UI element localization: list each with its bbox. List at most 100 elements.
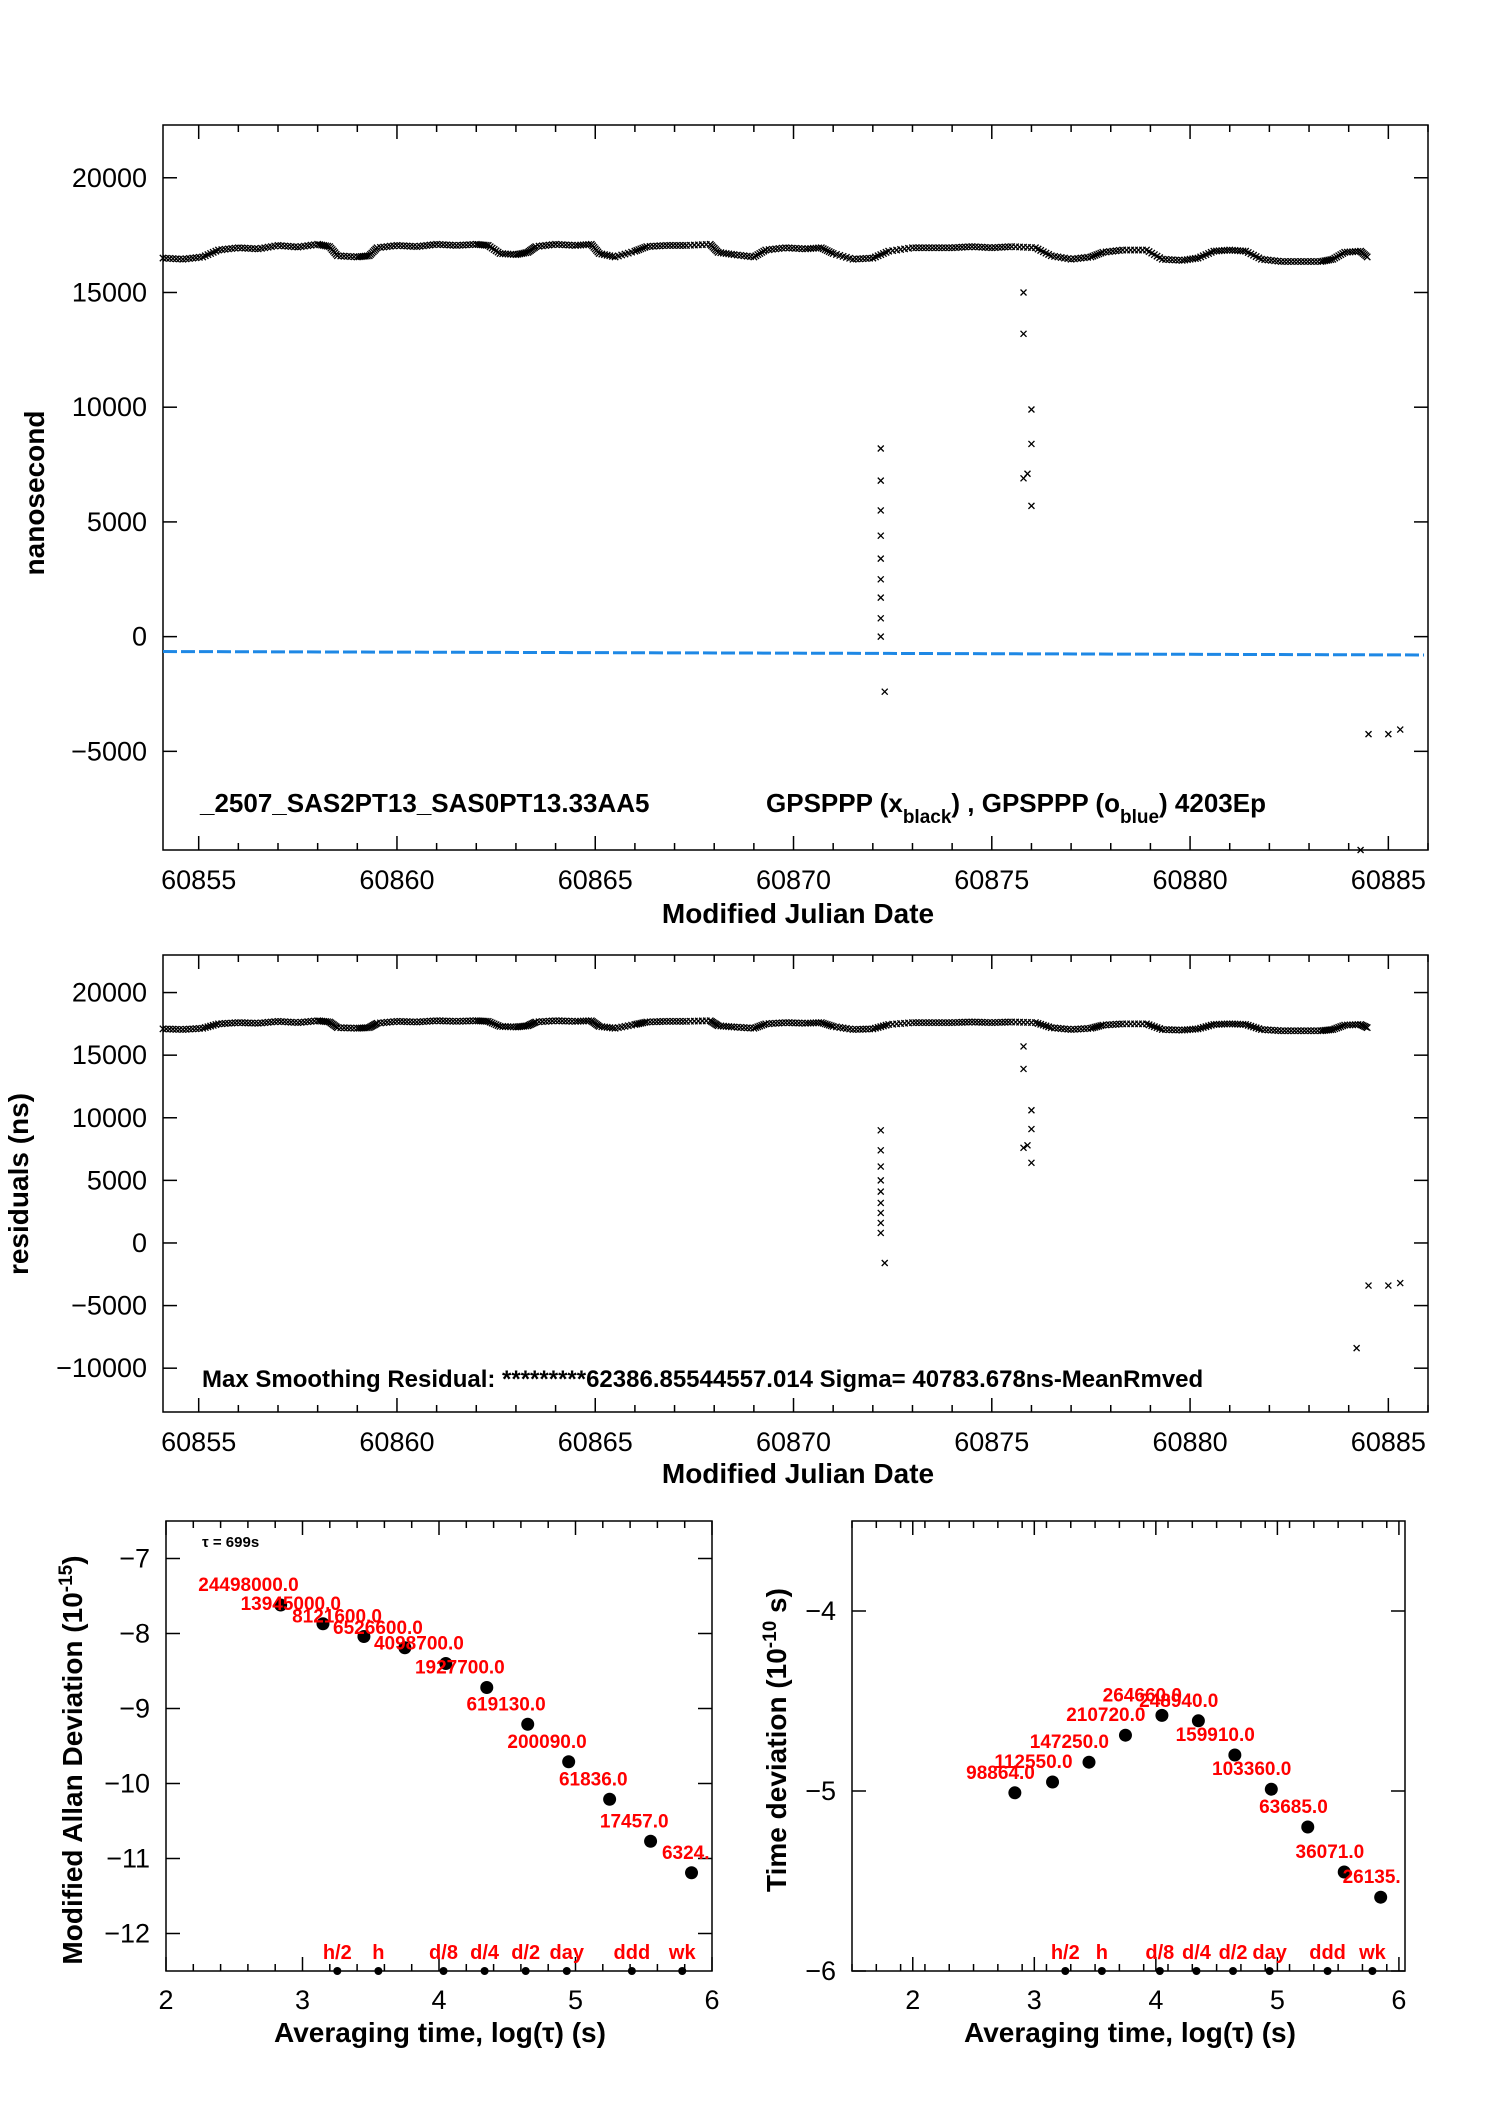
data-point [1020,1065,1027,1073]
marker-label: ddd [1309,1942,1346,1964]
data-point [994,1018,1003,1027]
panel4-ylabel: Time deviation (10-10 s) [760,1588,793,1892]
data-point [1020,289,1027,296]
data-point [798,1019,806,1027]
data-point [165,1025,174,1033]
data-label: 36071.0 [1296,1842,1365,1863]
data-point [598,250,606,258]
data-point [877,614,885,622]
marker-dot [1097,1967,1106,1975]
marker-dot [1229,1967,1238,1975]
data-point [965,1018,973,1026]
marker-label: d/8 [1145,1942,1174,1964]
data-point [922,1018,930,1027]
data-point [337,1024,345,1032]
data-point [162,1025,170,1033]
data-point [908,244,917,252]
data-point [785,1019,793,1027]
data-label: 8121600.0 [292,1607,382,1628]
data-point [1300,257,1309,266]
x-tick-label: 60865 [558,865,633,895]
data-label: 248940.0 [1139,1691,1218,1712]
data-point [608,252,617,261]
data-point [1290,1027,1299,1035]
y-tick-label: 15000 [72,1040,147,1070]
data-point [595,249,603,258]
panel2-xlabel: Modified Julian Date [662,1458,934,1489]
data-point [819,1019,827,1027]
x-tick-label: 2 [158,1985,173,2015]
data-point [480,1681,494,1694]
marker-dot [678,1967,687,1975]
data-point [1175,1026,1183,1034]
data-point [1097,249,1105,257]
x-tick-label: 60880 [1153,1427,1228,1457]
data-point [169,1025,177,1033]
tau-label: τ = 699s [202,1534,259,1551]
data-point [562,1755,576,1769]
y-tick-label: 0 [132,1228,147,1258]
data-point [955,1018,963,1027]
legend-prefix: GPSPPP (x [766,788,903,818]
panel1-legend: GPSPPP (xblack) , GPSPPP (oblue) 4203Ep [766,788,1266,828]
data-point [316,1617,330,1631]
data-point [928,1018,936,1027]
data-point [877,477,885,485]
y-tick-label: 0 [132,622,147,652]
panel4-xlabel: Averaging time, log(τ) (s) [964,2017,1296,2048]
data-point [1027,406,1035,413]
x-tick-label: 60860 [359,865,434,895]
blue-series-line [162,650,1425,657]
data-point [727,250,736,258]
data-point [817,1018,825,1027]
data-point [925,244,933,252]
data-point [1384,1282,1392,1289]
data-point [637,245,645,253]
data-point [991,1018,999,1027]
data-point [821,1020,829,1028]
data-point [439,1657,453,1670]
data-point [1337,1865,1351,1879]
data-point [274,1598,288,1612]
x-tick-label: 4 [1148,1985,1163,2015]
data-point [915,1018,923,1027]
x-tick-label: 60870 [756,1427,831,1457]
data-point [1304,1027,1312,1035]
data-point [175,1025,184,1034]
data-point [406,1018,414,1026]
data-point [1223,246,1231,254]
legend-black-sub: black [903,807,952,828]
data-point [482,241,490,249]
data-point [1095,250,1103,258]
data-point [1280,1027,1289,1035]
data-point [679,1017,687,1026]
data-point [459,1017,467,1025]
data-point [862,1025,870,1033]
y-tick-label: −5000 [71,1291,147,1321]
data-point [1335,1023,1343,1031]
data-point [347,1024,355,1032]
data-point [931,1018,940,1027]
data-label: 17457.0 [600,1811,669,1832]
marker-label: day [1252,1942,1287,1964]
data-point [795,1019,803,1027]
panel1-title: _2507_SAS2PT13_SAS0PT13.33AA5 [199,788,650,818]
data-label: 112550.0 [994,1752,1072,1773]
data-point [915,244,923,252]
data-point [565,1017,573,1025]
marker-label: wk [1358,1942,1387,1964]
data-point [974,1018,983,1026]
data-point [1280,257,1289,266]
data-point [1329,1025,1337,1034]
x-tick-label: 5 [568,1985,583,2015]
data-point [1165,1026,1173,1034]
data-point [823,246,831,255]
data-point [1008,1786,1022,1800]
data-point [791,1019,800,1027]
x-tick-label: 5 [1270,1985,1285,2015]
data-point [1365,1282,1372,1289]
data-point [958,1018,966,1026]
data-point [1027,440,1035,448]
data-point [1171,1026,1180,1034]
